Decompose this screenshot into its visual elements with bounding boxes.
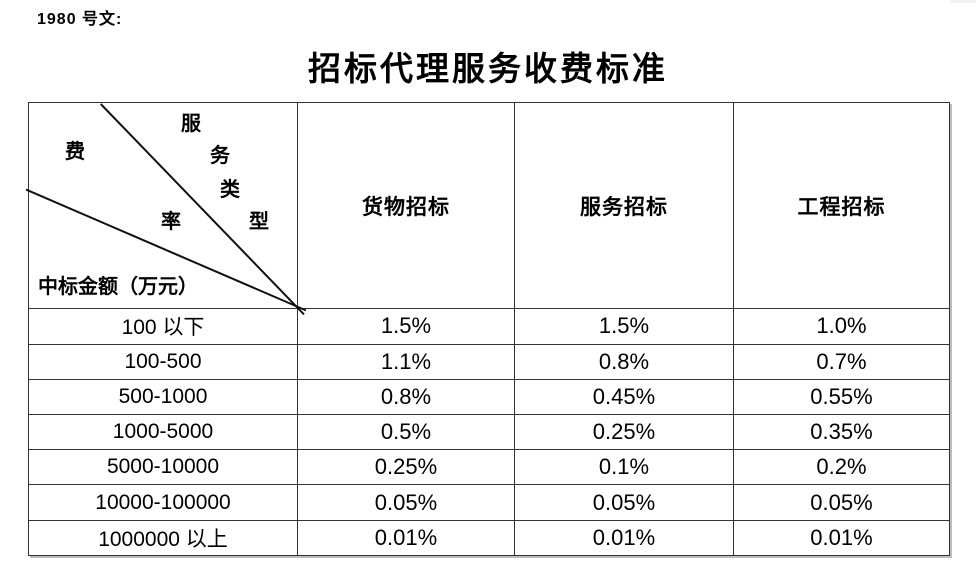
fee-cell: 0.01% — [297, 519, 515, 557]
fee-cell: 0.05% — [514, 484, 734, 521]
fee-cell: 0.25% — [297, 449, 515, 486]
table-row: 5000-10000 0.25% 0.1% 0.2% — [28, 449, 950, 486]
corner-rate-char: 率 — [161, 211, 181, 233]
corner-rate-char: 费 — [65, 141, 85, 163]
row-label: 100-500 — [28, 343, 298, 380]
corner-header-cell: 服 务 类 型 费 率 中标金额（万元） — [25, 101, 307, 316]
doc-reference: 1980 号文: — [37, 11, 123, 28]
row-label: 5000-10000 — [28, 449, 298, 486]
fee-cell: 0.2% — [733, 449, 950, 486]
row-label: 1000-5000 — [28, 414, 298, 451]
fee-cell: 1.0% — [733, 308, 950, 345]
table-row: 500-1000 0.8% 0.45% 0.55% — [28, 378, 950, 416]
row-label: 10000-100000 — [28, 484, 298, 521]
fee-cell: 0.25% — [514, 414, 734, 451]
fee-cell: 0.55% — [733, 378, 950, 416]
fee-cell: 1.1% — [297, 343, 515, 380]
fee-cell: 0.7% — [733, 343, 950, 380]
corner-amount-label: 中标金额（万元） — [38, 276, 198, 298]
fee-standard-table: 服 务 类 型 费 率 中标金额（万元） 货物招标 服务招标 工程招标 100 … — [25, 101, 950, 557]
column-header-services: 服务招标 — [514, 101, 734, 310]
fee-cell: 0.35% — [733, 414, 950, 451]
table-row: 100-500 1.1% 0.8% 0.7% — [28, 343, 950, 380]
corner-type-char: 服 — [181, 113, 201, 135]
corner-type-char: 务 — [210, 145, 230, 167]
corner-type-char: 类 — [220, 179, 240, 201]
fee-cell: 0.01% — [733, 519, 950, 557]
table-row: 100 以下 1.5% 1.5% 1.0% — [28, 308, 950, 345]
row-label: 500-1000 — [28, 378, 298, 416]
fee-cell: 0.1% — [514, 449, 734, 486]
fee-cell: 1.5% — [514, 308, 734, 345]
corner-type-char: 型 — [249, 211, 269, 233]
fee-cell: 1.5% — [297, 308, 515, 345]
table-row: 1000000 以上 0.01% 0.01% 0.01% — [28, 519, 950, 557]
row-label: 1000000 以上 — [28, 519, 298, 557]
diagonal-divider-lines — [25, 103, 307, 316]
table-header-row: 服 务 类 型 费 率 中标金额（万元） 货物招标 服务招标 工程招标 — [25, 101, 950, 316]
fee-cell: 0.5% — [297, 414, 515, 451]
screen-edge-artifact — [950, 0, 976, 3]
fee-cell: 0.05% — [297, 484, 515, 521]
fee-cell: 0.05% — [733, 484, 950, 521]
column-header-goods: 货物招标 — [297, 101, 515, 310]
fee-cell: 0.01% — [514, 519, 734, 557]
page-title: 招标代理服务收费标准 — [308, 52, 668, 88]
fee-cell: 0.45% — [514, 378, 734, 416]
fee-cell: 0.8% — [297, 378, 515, 416]
column-header-engineering: 工程招标 — [733, 101, 950, 310]
row-label: 100 以下 — [28, 308, 298, 345]
table-row: 10000-100000 0.05% 0.05% 0.05% — [28, 484, 950, 521]
fee-cell: 0.8% — [514, 343, 734, 380]
table-row: 1000-5000 0.5% 0.25% 0.35% — [28, 414, 950, 451]
